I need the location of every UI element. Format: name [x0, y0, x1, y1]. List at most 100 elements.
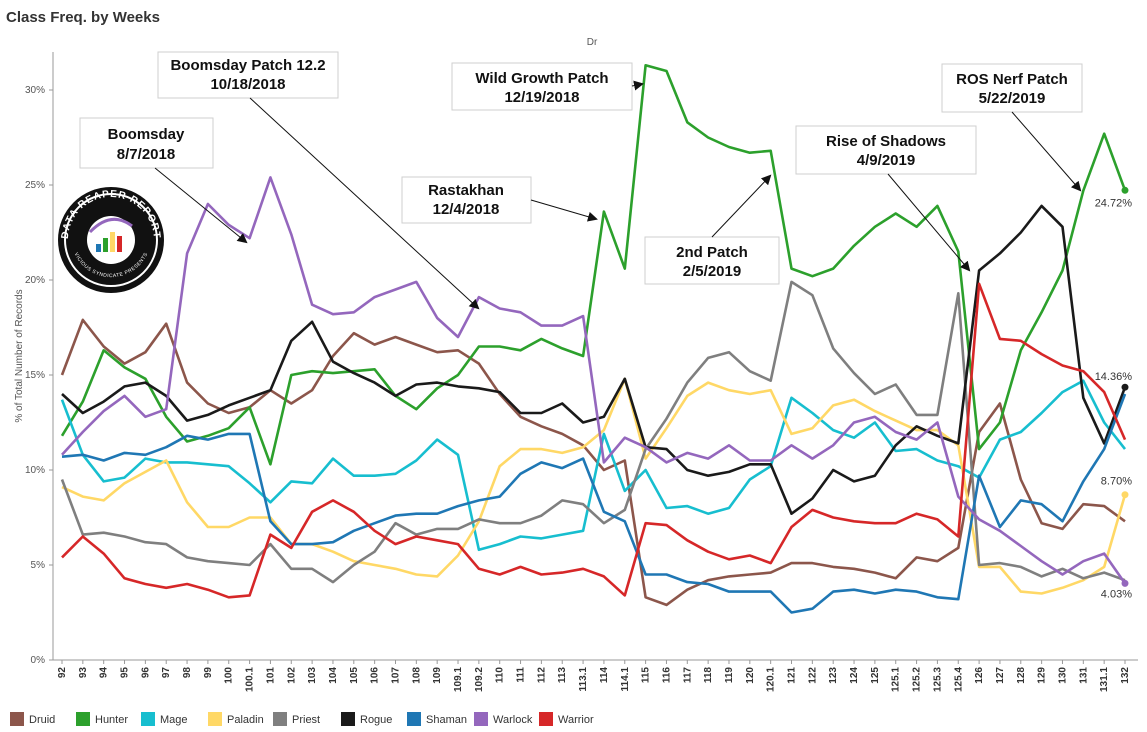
x-tick-label: 118	[703, 667, 714, 684]
end-label-warlock: 4.03%	[1101, 588, 1132, 600]
annotation-boomsday-arrow	[154, 167, 248, 244]
data-reaper-logo: DATA REAPER REPORT VICIOUS SYNDICATE PRE…	[58, 187, 164, 293]
x-tick-label: 101	[265, 667, 276, 684]
y-tick-label: 15%	[25, 370, 45, 381]
x-tick-label: 100	[224, 667, 235, 684]
annotation-rastakhan: Rastakhan 12/4/2018	[401, 176, 598, 224]
annotation-ros-nerf: ROS Nerf Patch 5/22/2019	[941, 63, 1083, 192]
annotation-boomsday-patch-arrow	[249, 97, 480, 310]
x-tick-label: 106	[370, 667, 381, 684]
annotation-2nd-patch-arrow	[711, 174, 772, 238]
x-tick-label: 93	[78, 667, 89, 679]
annotation-rise-of-shadows-date: 4/9/2019	[857, 152, 915, 169]
series-line-priest	[60, 280, 1126, 584]
legend-swatch-warlock	[474, 712, 488, 726]
x-tick-label: 113.1	[578, 667, 589, 692]
x-tick-label: 114	[599, 667, 610, 684]
x-tick-label: 116	[661, 667, 672, 684]
x-tick-label: 108	[411, 667, 422, 684]
series-lines	[60, 64, 1129, 614]
x-tick-label: 120	[745, 667, 756, 684]
annotation-ros-nerf-arrow	[1011, 111, 1082, 192]
x-tick-label: 105	[349, 667, 360, 684]
x-tick-label: 132	[1120, 667, 1131, 684]
annotation-wild-growth-date: 12/19/2018	[504, 89, 579, 106]
x-tick-label: 109.2	[474, 667, 485, 692]
annotation-rise-of-shadows-title: Rise of Shadows	[826, 133, 946, 150]
annotation-boomsday-date: 8/7/2018	[117, 146, 175, 163]
legend-label-warlock: Warlock	[493, 714, 533, 726]
x-tick-label: 129	[1037, 667, 1048, 684]
annotation-rastakhan-arrow	[530, 199, 598, 222]
annotation-2nd-patch: 2nd Patch 2/5/2019	[644, 174, 780, 285]
x-tick-label: 125.4	[953, 667, 964, 692]
y-axis-label: % of Total Number of Records	[14, 289, 25, 422]
chart-title: Class Freq. by Weeks	[6, 9, 160, 26]
x-tick-label: 128	[1016, 667, 1027, 684]
legend-swatch-shaman	[407, 712, 421, 726]
end-label-hunter: 24.72%	[1095, 197, 1133, 209]
series-line-hunter	[60, 64, 1127, 466]
x-axis: 92 93 94 95 96 97 98 99 100 100.1 101 102 103 104 105 1…	[57, 660, 1131, 692]
x-tick-label: 113	[557, 667, 568, 684]
annotation-wild-growth-arrow	[631, 80, 644, 91]
y-tick-label: 5%	[31, 560, 46, 571]
legend-label-hunter: Hunter	[95, 714, 128, 726]
series-line-warrior	[61, 282, 1127, 599]
x-tick-label: 130	[1057, 667, 1068, 684]
series-line-paladin	[61, 377, 1127, 595]
x-tick-label: 115	[641, 667, 652, 684]
x-tick-label: 99	[203, 667, 214, 679]
series-line-shaman	[61, 393, 1127, 614]
legend-label-druid: Druid	[29, 714, 55, 726]
x-tick-label: 95	[120, 667, 131, 679]
x-tick-label: 126	[974, 667, 985, 684]
annotation-wild-growth-title: Wild Growth Patch	[475, 70, 608, 87]
data-point-rogue	[1121, 383, 1129, 391]
legend-label-warrior: Warrior	[558, 714, 594, 726]
annotation-boomsday-patch-title: Boomsday Patch 12.2	[170, 57, 325, 74]
x-tick-label: 100.1	[245, 667, 256, 692]
end-label-rogue: 14.36%	[1095, 371, 1133, 383]
annotation-rise-of-shadows-arrow	[887, 173, 971, 272]
x-tick-label: 110	[495, 667, 506, 684]
series-line-mage	[60, 379, 1127, 552]
annotation-boomsday-title: Boomsday	[108, 126, 185, 143]
x-tick-label: 125.3	[932, 667, 943, 692]
annotation-2nd-patch-date: 2/5/2019	[683, 263, 741, 280]
legend-label-mage: Mage	[160, 714, 188, 726]
x-tick-label: 121	[787, 667, 798, 684]
legend-label-shaman: Shaman	[426, 714, 467, 726]
series-line-rogue	[61, 204, 1127, 516]
annotation-boomsday: Boomsday 8/7/2018	[79, 117, 248, 244]
x-tick-label: 98	[182, 667, 193, 679]
x-tick-label: 102	[286, 667, 297, 684]
x-tick-label: 109.1	[453, 667, 464, 692]
data-point-warlock	[1121, 579, 1129, 587]
end-label-paladin: 8.70%	[1101, 476, 1132, 488]
annotation-rastakhan-title: Rastakhan	[428, 182, 504, 199]
legend-swatch-hunter	[76, 712, 90, 726]
legend-swatch-rogue	[341, 712, 355, 726]
legend-label-rogue: Rogue	[360, 714, 392, 726]
y-axis: 0% 5% 10% 15% 20% 25% 30%	[25, 85, 53, 666]
x-tick-label: 123	[828, 667, 839, 684]
y-tick-label: 30%	[25, 85, 45, 96]
x-tick-label: 109	[432, 667, 443, 684]
x-tick-label: 117	[682, 667, 693, 684]
x-tick-label: 97	[161, 667, 172, 679]
y-tick-label: 10%	[25, 465, 45, 476]
data-point-paladin	[1121, 491, 1129, 499]
x-tick-label: 103	[307, 667, 318, 684]
legend-label-priest: Priest	[292, 714, 320, 726]
y-tick-label: 0%	[31, 655, 46, 666]
legend-swatch-paladin	[208, 712, 222, 726]
legend-swatch-priest	[273, 712, 287, 726]
annotation-rastakhan-date: 12/4/2018	[433, 201, 500, 218]
x-tick-label: 92	[57, 667, 68, 679]
x-tick-label: 104	[328, 667, 339, 684]
x-tick-label: 131.1	[1099, 667, 1110, 692]
x-tick-label: 120.1	[766, 667, 777, 692]
x-tick-label: 107	[390, 667, 401, 684]
